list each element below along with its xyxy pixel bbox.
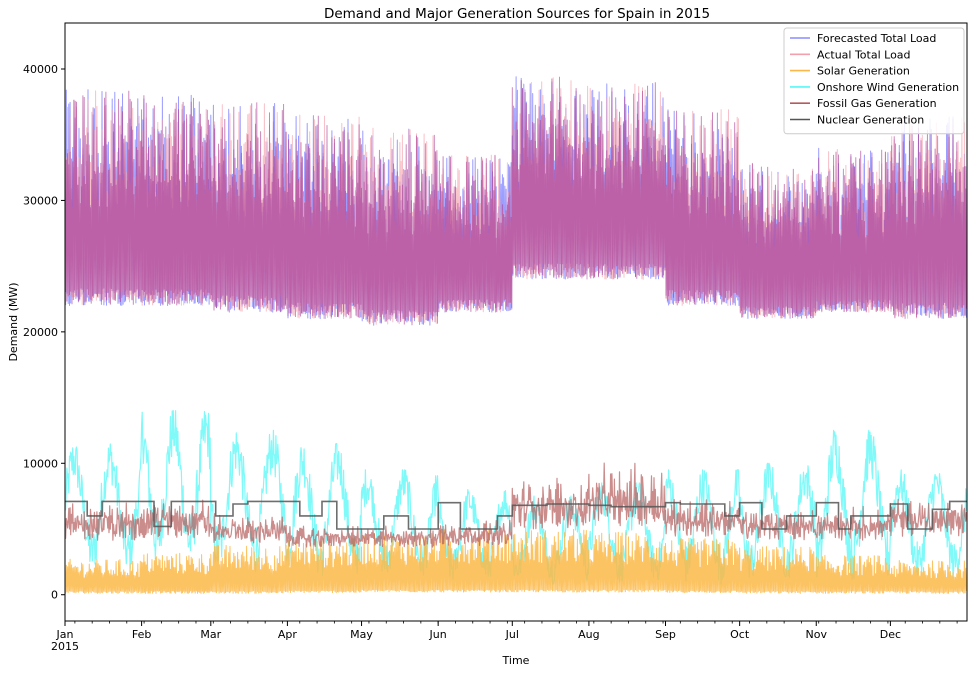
y-tick-label: 20000 [23, 326, 58, 339]
x-tick-label: Apr [278, 628, 298, 641]
plot-frame [64, 22, 968, 622]
y-tick-label: 10000 [23, 457, 58, 470]
legend-entry-label: Actual Total Load [817, 48, 911, 61]
series-line-nuclear-generation [65, 500, 967, 530]
x-tick-label: Jun [429, 628, 447, 641]
x-tick-label: Oct [730, 628, 750, 641]
x-tick-label: Aug [578, 628, 599, 641]
series-line-load-overlap [65, 78, 967, 326]
x-tick-label: Nov [806, 628, 828, 641]
x-tick-label: Jan [56, 628, 74, 641]
x-tick-label: Jul [505, 628, 519, 641]
legend: Forecasted Total Load Actual Total Load So… [783, 27, 965, 135]
x-tick-label: Dec [880, 628, 901, 641]
y-tick-label: 0 [51, 589, 58, 602]
legend-entry-label: Onshore Wind Generation [817, 81, 959, 94]
x-axis-label: Time [502, 654, 530, 667]
legend-entry-label: Solar Generation [817, 65, 910, 78]
y-tick-label: 30000 [23, 194, 58, 207]
x-tick-label: May [350, 628, 373, 641]
y-axis: 0 10000 20000 30000 40000 [23, 63, 65, 602]
chart-title: Demand and Major Generation Sources for … [324, 6, 710, 22]
legend-entry-label: Fossil Gas Generation [817, 97, 937, 110]
y-axis-label: Demand (MW) [7, 282, 20, 361]
x-tick-label: Feb [132, 628, 151, 641]
y-tick-label: 40000 [23, 63, 58, 76]
x-tick-label: Mar [200, 628, 221, 641]
series-line-onshore-wind-generation [65, 410, 967, 585]
x-tick-label: Sep [655, 628, 676, 641]
series-line-solar-generation [65, 528, 967, 594]
legend-entry-label: Forecasted Total Load [817, 32, 936, 45]
legend-entry-label: Nuclear Generation [817, 114, 924, 127]
plot-series [65, 76, 967, 594]
legend-box [783, 27, 965, 135]
x-tick-sublabel: 2015 [51, 640, 79, 653]
